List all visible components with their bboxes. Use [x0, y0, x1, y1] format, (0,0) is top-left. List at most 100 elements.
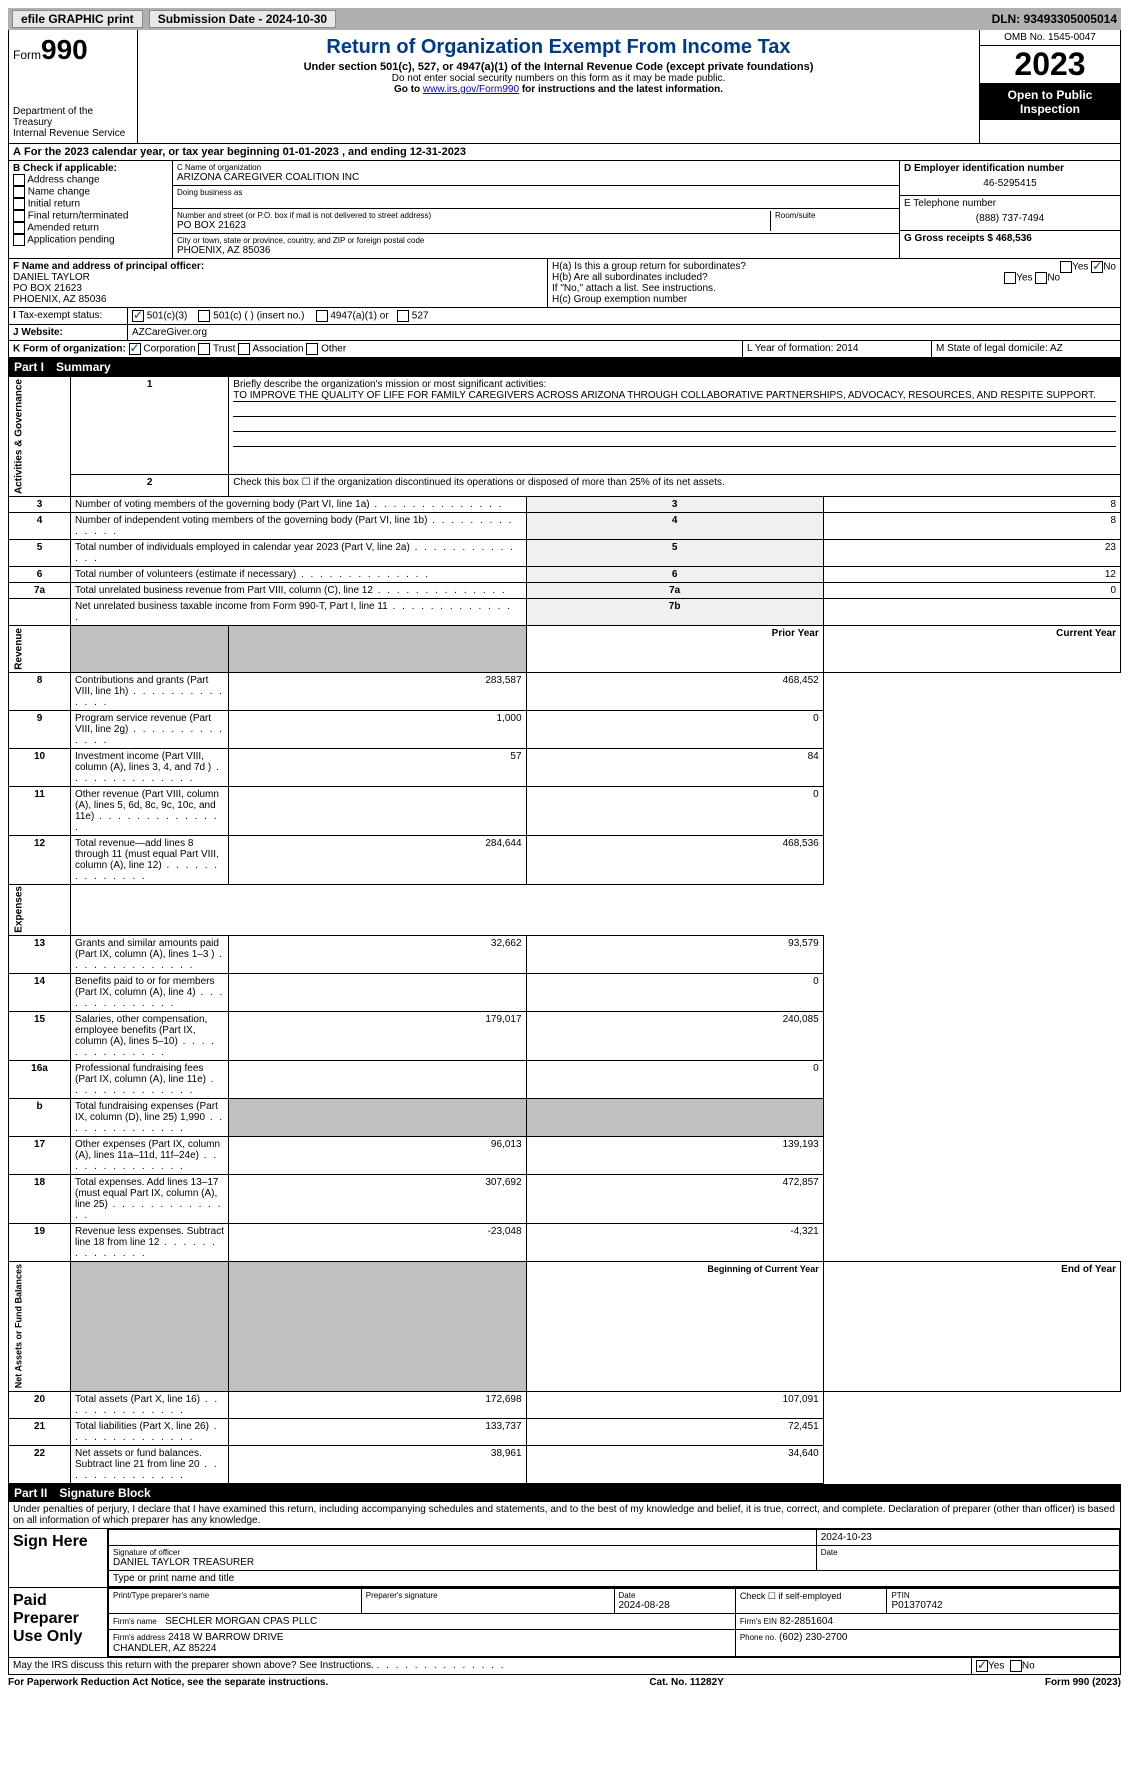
hdr-begin: Beginning of Current Year	[526, 1262, 823, 1391]
subtitle: Under section 501(c), 527, or 4947(a)(1)…	[142, 61, 975, 73]
state-domicile: M State of legal domicile: AZ	[932, 341, 1120, 357]
ein-lbl: D Employer identification number	[904, 163, 1064, 174]
opt-other: Other	[321, 344, 346, 355]
footer-right: Form 990 (2023)	[1045, 1677, 1121, 1688]
table-row: 17Other expenses (Part IX, column (A), l…	[9, 1137, 1121, 1175]
table-row: 20Total assets (Part X, line 16)172,6981…	[9, 1391, 1121, 1418]
table-row: 4Number of independent voting members of…	[9, 513, 1121, 540]
side-gov: Activities & Governance	[9, 377, 71, 497]
dba-lbl: Doing business as	[177, 188, 895, 197]
part1-table: Activities & Governance 1 Briefly descri…	[8, 376, 1121, 1484]
cb-pending[interactable]	[13, 234, 25, 246]
year-formation: L Year of formation: 2014	[743, 341, 932, 357]
cb-527[interactable]	[397, 310, 409, 322]
lbl-final: Final return/terminated	[28, 211, 129, 222]
firm-name-lbl: Firm's name	[113, 1617, 157, 1626]
cb-address-change[interactable]	[13, 174, 25, 186]
opt-4947: 4947(a)(1) or	[330, 311, 388, 322]
cb-initial[interactable]	[13, 198, 25, 210]
efile-btn[interactable]: efile GRAPHIC print	[12, 10, 143, 28]
firm-phone: (602) 230-2700	[779, 1632, 847, 1643]
opt-501c: 501(c) ( ) (insert no.)	[213, 311, 304, 322]
date-lbl: Date	[821, 1548, 1115, 1557]
cb-corp[interactable]	[129, 343, 141, 355]
cb-assoc[interactable]	[238, 343, 250, 355]
street-lbl: Number and street (or P.O. box if mail i…	[177, 211, 770, 220]
discuss-row: May the IRS discuss this return with the…	[8, 1658, 1121, 1675]
table-row: 3Number of voting members of the governi…	[9, 497, 1121, 513]
opt-assoc: Association	[252, 344, 303, 355]
cb-discuss-no[interactable]	[1010, 1660, 1022, 1672]
part2-title: Part II	[14, 1486, 47, 1500]
cb-ha-no[interactable]	[1091, 261, 1103, 273]
table-row: bTotal fundraising expenses (Part IX, co…	[9, 1099, 1121, 1137]
firm-ein-lbl: Firm's EIN	[740, 1617, 777, 1626]
page-footer: For Paperwork Reduction Act Notice, see …	[8, 1675, 1121, 1688]
table-row: Net unrelated business taxable income fr…	[9, 599, 1121, 626]
declaration: Under penalties of perjury, I declare th…	[8, 1502, 1121, 1529]
table-row: 5Total number of individuals employed in…	[9, 540, 1121, 567]
lbl-amended: Amended return	[27, 223, 99, 234]
side-exp: Expenses	[9, 884, 71, 936]
submission-btn[interactable]: Submission Date - 2024-10-30	[149, 10, 336, 28]
side-rev: Revenue	[9, 626, 71, 673]
dept-label: Department of the Treasury Internal Reve…	[13, 106, 133, 139]
hdr-prior: Prior Year	[526, 626, 823, 673]
table-row: 14Benefits paid to or for members (Part …	[9, 974, 1121, 1012]
h-b: H(b) Are all subordinates included?	[552, 272, 708, 283]
hdr-current: Current Year	[823, 626, 1120, 673]
street: PO BOX 21623	[177, 220, 770, 231]
sig-date: 2024-10-23	[816, 1529, 1119, 1545]
table-row: 18Total expenses. Add lines 13–17 (must …	[9, 1175, 1121, 1224]
goto-link[interactable]: www.irs.gov/Form990	[423, 84, 519, 95]
prep-date-lbl: Date	[619, 1591, 731, 1600]
row-f-h: F Name and address of principal officer:…	[8, 259, 1121, 308]
cb-501c3[interactable]	[132, 310, 144, 322]
firm-phone-lbl: Phone no.	[740, 1633, 776, 1642]
city: PHOENIX, AZ 85036	[177, 245, 895, 256]
row-j: J Website: AZCareGiver.org	[8, 325, 1121, 341]
firm-ein: 82-2851604	[780, 1616, 833, 1627]
opt-corp: Corporation	[143, 344, 195, 355]
tax-status-lbl: Tax-exempt status:	[18, 310, 102, 321]
cb-hb-yes[interactable]	[1004, 272, 1016, 284]
cb-501c[interactable]	[198, 310, 210, 322]
cb-discuss-yes[interactable]	[976, 1660, 988, 1672]
hdr-end: End of Year	[823, 1262, 1120, 1391]
omb: OMB No. 1545-0047	[980, 30, 1120, 46]
goto-label: Go to	[394, 84, 423, 95]
q2: Check this box ☐ if the organization dis…	[229, 475, 1121, 497]
form-org-lbl: K Form of organization:	[13, 344, 126, 355]
opt-501c3: 501(c)(3)	[147, 311, 188, 322]
cb-other[interactable]	[306, 343, 318, 355]
cb-final[interactable]	[13, 210, 25, 222]
table-row: 9Program service revenue (Part VIII, lin…	[9, 710, 1121, 748]
dln: DLN: 93493305005014	[992, 12, 1117, 26]
part2-name: Signature Block	[59, 1486, 150, 1500]
table-row: 21Total liabilities (Part X, line 26)133…	[9, 1418, 1121, 1445]
website: AZCareGiver.org	[128, 325, 1120, 340]
table-row: 6Total number of volunteers (estimate if…	[9, 567, 1121, 583]
q1-lbl: Briefly describe the organization's miss…	[233, 379, 546, 390]
cb-hb-no[interactable]	[1035, 272, 1047, 284]
form-header: Form990 Department of the Treasury Inter…	[8, 30, 1121, 144]
form-title: Return of Organization Exempt From Incom…	[142, 36, 975, 59]
cb-amended[interactable]	[13, 222, 25, 234]
form-number: 990	[41, 34, 88, 65]
cb-ha-yes[interactable]	[1060, 261, 1072, 273]
side-net: Net Assets or Fund Balances	[9, 1262, 71, 1391]
lbl-name-change: Name change	[28, 187, 90, 198]
ein: 46-5295415	[904, 174, 1116, 193]
officer-lbl: F Name and address of principal officer:	[13, 261, 204, 272]
cb-4947[interactable]	[316, 310, 328, 322]
type-lbl: Type or print name and title	[109, 1570, 1120, 1586]
row-i: I Tax-exempt status: 501(c)(3) 501(c) ( …	[8, 308, 1121, 325]
firm-name: SECHLER MORGAN CPAS PLLC	[165, 1616, 317, 1627]
tax-year: 2023	[980, 46, 1120, 84]
cb-trust[interactable]	[198, 343, 210, 355]
paid-preparer: Paid Preparer Use Only	[9, 1588, 108, 1657]
ptin-lbl: PTIN	[891, 1591, 1115, 1600]
part2-header: Part II Signature Block	[8, 1484, 1121, 1502]
part1-header: Part I Summary	[8, 358, 1121, 376]
cb-name-change[interactable]	[13, 186, 25, 198]
